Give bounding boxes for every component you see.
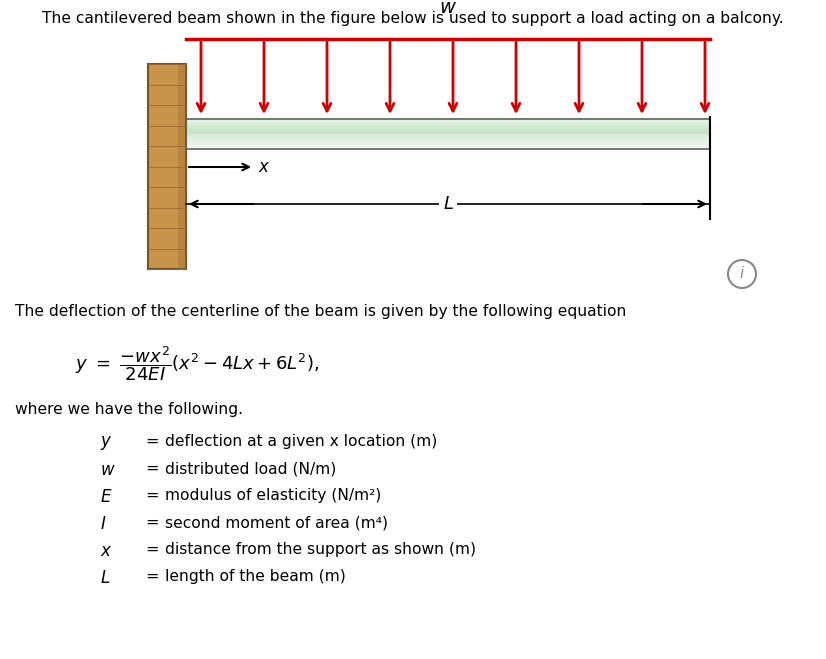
Bar <box>186 127 710 129</box>
Bar <box>186 140 710 142</box>
Bar <box>148 64 186 269</box>
Text: second moment of area (m⁴): second moment of area (m⁴) <box>165 515 388 530</box>
Text: =: = <box>145 569 159 584</box>
Text: distributed load (N/m): distributed load (N/m) <box>165 461 336 476</box>
Bar <box>186 126 710 128</box>
Bar <box>186 137 710 139</box>
Bar <box>186 118 710 120</box>
Bar <box>186 130 710 132</box>
Bar <box>178 64 186 269</box>
Bar <box>186 132 710 134</box>
Text: The deflection of the centerline of the beam is given by the following equation: The deflection of the centerline of the … <box>15 304 626 319</box>
Text: $E$: $E$ <box>100 488 112 506</box>
Text: =: = <box>145 488 159 503</box>
Text: $w$: $w$ <box>100 461 116 479</box>
Text: $L$: $L$ <box>443 195 453 213</box>
Bar <box>186 123 710 125</box>
Text: deflection at a given x location (m): deflection at a given x location (m) <box>165 434 437 449</box>
Bar <box>186 134 710 136</box>
Text: $w$: $w$ <box>439 0 457 17</box>
Text: $x$: $x$ <box>100 542 112 560</box>
Bar <box>186 148 710 150</box>
Bar <box>186 146 710 148</box>
Text: $y$: $y$ <box>100 434 112 452</box>
Text: $I$: $I$ <box>100 515 107 533</box>
Bar <box>186 119 710 121</box>
Text: i: i <box>740 266 744 281</box>
Bar <box>186 125 710 127</box>
Bar <box>186 143 710 145</box>
Bar <box>186 135 710 137</box>
Text: =: = <box>145 461 159 476</box>
Bar <box>186 142 710 144</box>
Text: where we have the following.: where we have the following. <box>15 402 243 417</box>
Text: $L$: $L$ <box>100 569 110 587</box>
Text: =: = <box>145 434 159 449</box>
Text: length of the beam (m): length of the beam (m) <box>165 569 346 584</box>
Text: =: = <box>145 542 159 557</box>
Bar <box>186 129 710 131</box>
Bar <box>186 119 710 149</box>
Bar <box>186 121 710 123</box>
Text: $x$: $x$ <box>258 158 270 176</box>
Text: $y \ = \ \dfrac{-wx^2}{24EI}(x^2 - 4Lx + 6L^2),$: $y \ = \ \dfrac{-wx^2}{24EI}(x^2 - 4Lx +… <box>75 344 320 383</box>
Text: distance from the support as shown (m): distance from the support as shown (m) <box>165 542 476 557</box>
Bar <box>186 145 710 147</box>
Text: modulus of elasticity (N/m²): modulus of elasticity (N/m²) <box>165 488 382 503</box>
Text: The cantilevered beam shown in the figure below is used to support a load acting: The cantilevered beam shown in the figur… <box>42 11 784 26</box>
Text: =: = <box>145 515 159 530</box>
Bar <box>186 138 710 140</box>
